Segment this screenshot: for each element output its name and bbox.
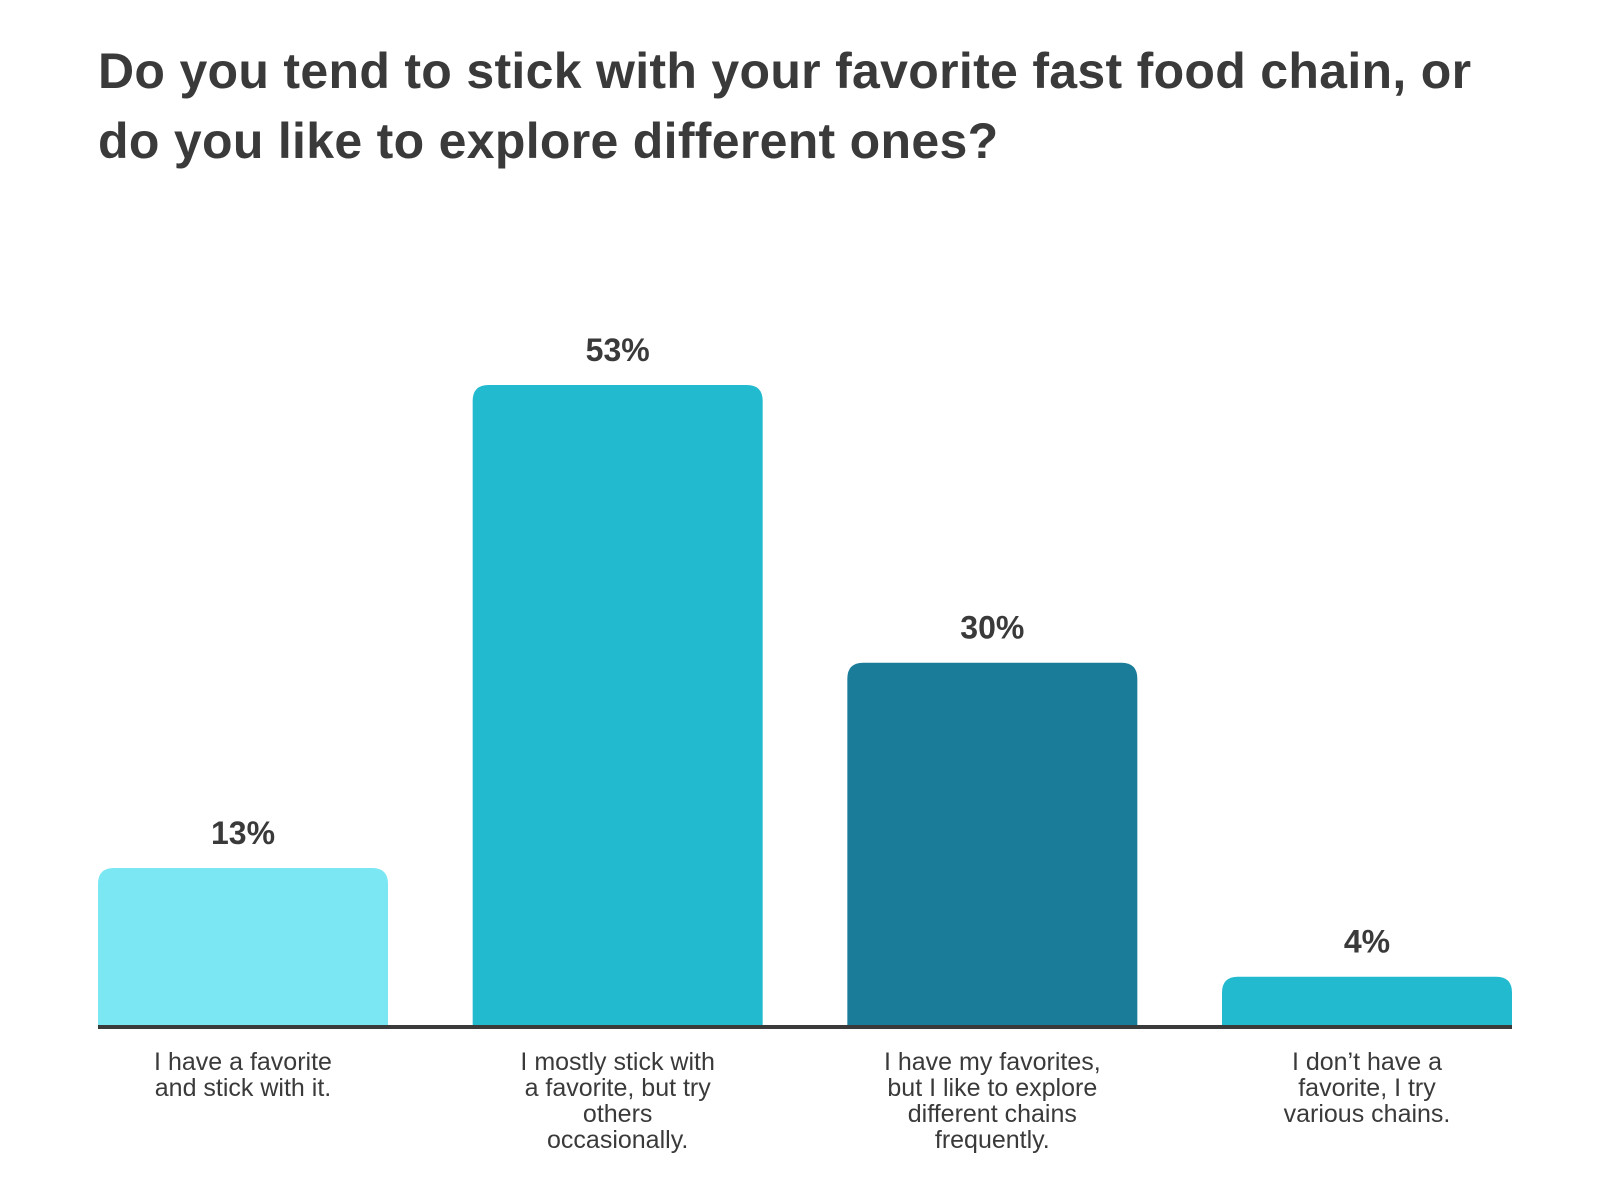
category-label-line: I have my favorites,: [884, 1048, 1101, 1076]
value-labels-group: 13% 53% 30% 4%: [211, 332, 1390, 960]
bars-group: [98, 385, 1512, 1025]
bar-1: [98, 868, 388, 1025]
category-label-line: but I like to explore: [887, 1074, 1097, 1102]
category-label-line: I mostly stick with: [520, 1048, 714, 1076]
category-label-line: others: [583, 1100, 652, 1128]
category-label: I mostly stick with a favorite, but try ot…: [520, 1048, 714, 1154]
bar-value-label: 30%: [960, 610, 1024, 646]
chart-title: Do you tend to stick with your favorite …: [98, 43, 1472, 169]
category-label-line: I have a favorite: [154, 1048, 332, 1076]
category-label: I don’t have a favorite, I try various cha…: [1284, 1048, 1451, 1128]
category-labels-group: I have a favorite and stick with it. I mos…: [154, 1048, 1450, 1154]
category-label-line: occasionally.: [547, 1126, 688, 1154]
bar-2: [472, 385, 763, 1025]
category-label-line: favorite, I try: [1298, 1074, 1436, 1102]
category-label-line: and stick with it.: [155, 1074, 331, 1102]
category-label-line: a favorite, but try: [525, 1074, 712, 1102]
bar-value-label: 53%: [586, 332, 650, 368]
category-label: I have a favorite and stick with it.: [154, 1048, 332, 1102]
category-label-line: different chains: [908, 1100, 1077, 1128]
bar-4: [1222, 976, 1512, 1025]
category-label-line: frequently.: [935, 1126, 1050, 1154]
bar-value-label: 13%: [211, 815, 275, 851]
category-label-line: I don’t have a: [1292, 1048, 1442, 1076]
bar-3: [847, 662, 1138, 1025]
category-label: I have my favorites, but I like to explor…: [884, 1048, 1101, 1154]
bar-value-label: 4%: [1344, 924, 1390, 960]
category-label-line: various chains.: [1284, 1100, 1451, 1128]
